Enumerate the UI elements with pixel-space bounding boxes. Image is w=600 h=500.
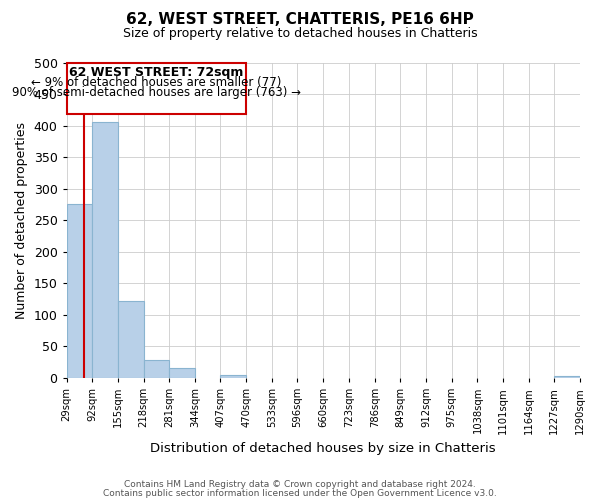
Text: ← 9% of detached houses are smaller (77): ← 9% of detached houses are smaller (77) [31, 76, 281, 90]
Text: Contains public sector information licensed under the Open Government Licence v3: Contains public sector information licen… [103, 488, 497, 498]
Bar [92, 122, 118, 378]
Y-axis label: Number of detached properties: Number of detached properties [15, 122, 28, 318]
Bar [169, 368, 195, 378]
Bar [118, 301, 143, 378]
Bar [554, 376, 580, 378]
Text: 62 WEST STREET: 72sqm: 62 WEST STREET: 72sqm [69, 66, 244, 80]
FancyBboxPatch shape [67, 62, 246, 114]
Bar [143, 360, 169, 378]
Text: Contains HM Land Registry data © Crown copyright and database right 2024.: Contains HM Land Registry data © Crown c… [124, 480, 476, 489]
X-axis label: Distribution of detached houses by size in Chatteris: Distribution of detached houses by size … [151, 442, 496, 455]
Bar [67, 204, 92, 378]
Text: 62, WEST STREET, CHATTERIS, PE16 6HP: 62, WEST STREET, CHATTERIS, PE16 6HP [126, 12, 474, 28]
Text: Size of property relative to detached houses in Chatteris: Size of property relative to detached ho… [122, 28, 478, 40]
Bar [220, 374, 246, 378]
Text: 90% of semi-detached houses are larger (763) →: 90% of semi-detached houses are larger (… [12, 86, 301, 100]
